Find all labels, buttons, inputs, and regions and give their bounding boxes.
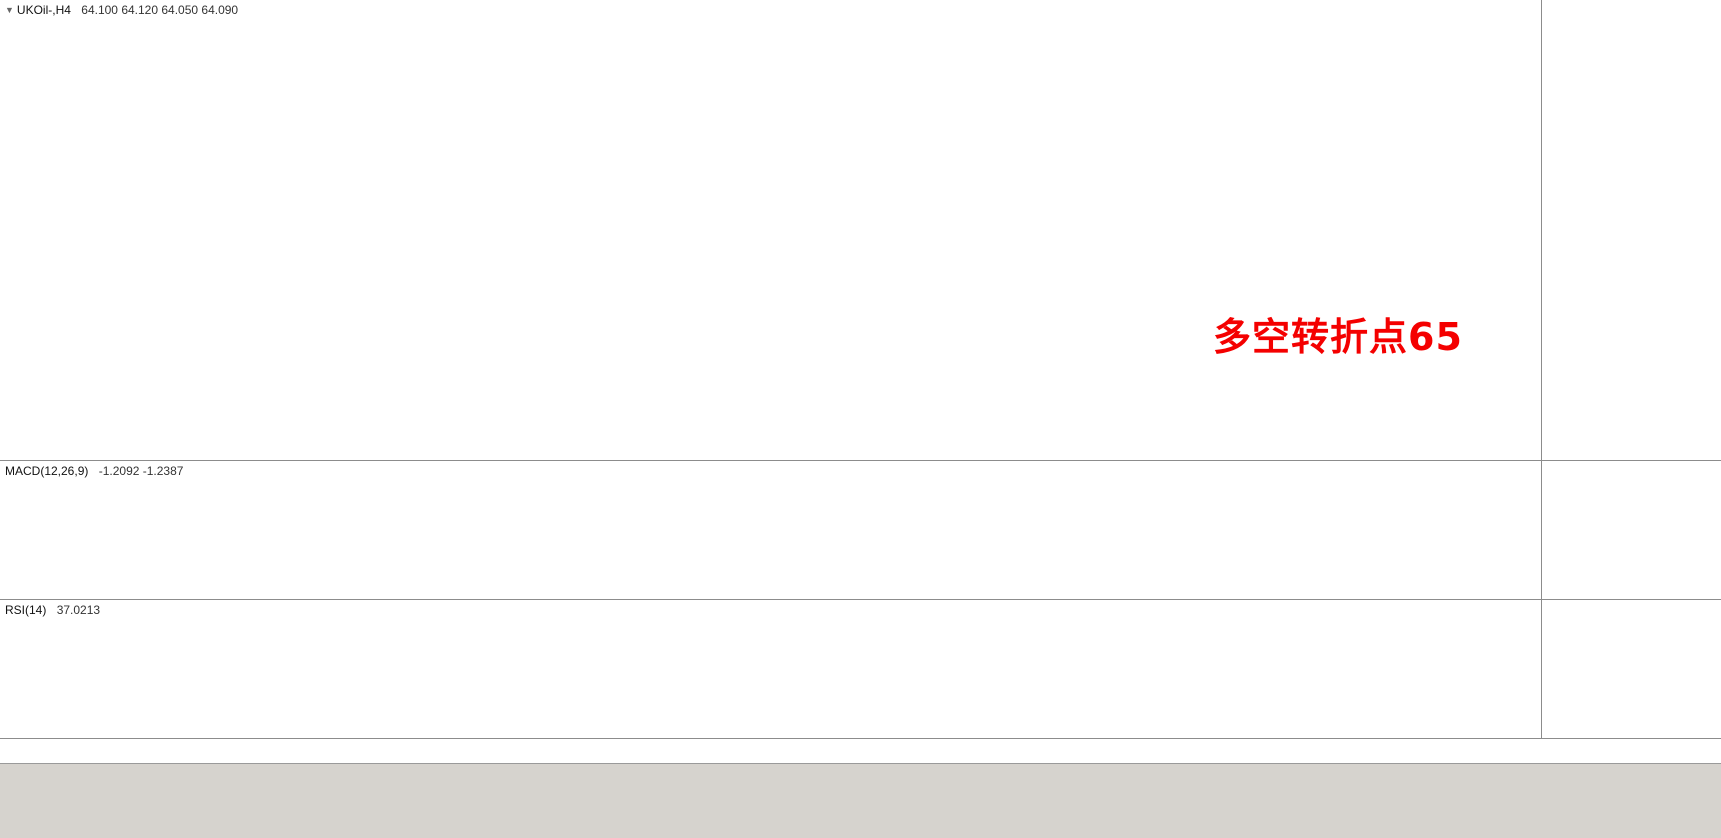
symbol-timeframe-label: UKOil-,H4 [16,3,71,17]
time-axis[interactable] [0,739,1721,763]
collapse-arrow-icon[interactable]: ▼ [5,5,14,15]
rsi-chart[interactable] [0,600,1541,738]
macd-header: MACD(12,26,9) -1.2092 -1.2387 [5,464,183,478]
price-axis[interactable] [1541,0,1721,460]
chart-header: ▼ UKOil-,H4 64.100 64.120 64.050 64.090 [5,3,238,17]
macd-pane[interactable]: MACD(12,26,9) -1.2092 -1.2387 [0,461,1721,600]
macd-label: MACD(12,26,9) [5,464,89,478]
rsi-label: RSI(14) [5,603,47,617]
macd-axis[interactable] [1541,461,1721,599]
chart-annotation-text: 多空转折点65 [1213,315,1463,359]
window-bottom-strip [0,763,1721,838]
candlestick-chart[interactable] [0,0,1541,460]
rsi-value: 37.0213 [56,603,101,617]
price-chart-pane[interactable]: ▼ UKOil-,H4 64.100 64.120 64.050 64.090 多… [0,0,1721,461]
rsi-header: RSI(14) 37.0213 [5,603,100,617]
macd-chart[interactable] [0,461,1541,599]
macd-values: -1.2092 -1.2387 [98,464,184,478]
ohlc-values: 64.100 64.120 64.050 64.090 [81,3,239,17]
rsi-axis[interactable] [1541,600,1721,738]
rsi-pane[interactable]: RSI(14) 37.0213 [0,600,1721,739]
